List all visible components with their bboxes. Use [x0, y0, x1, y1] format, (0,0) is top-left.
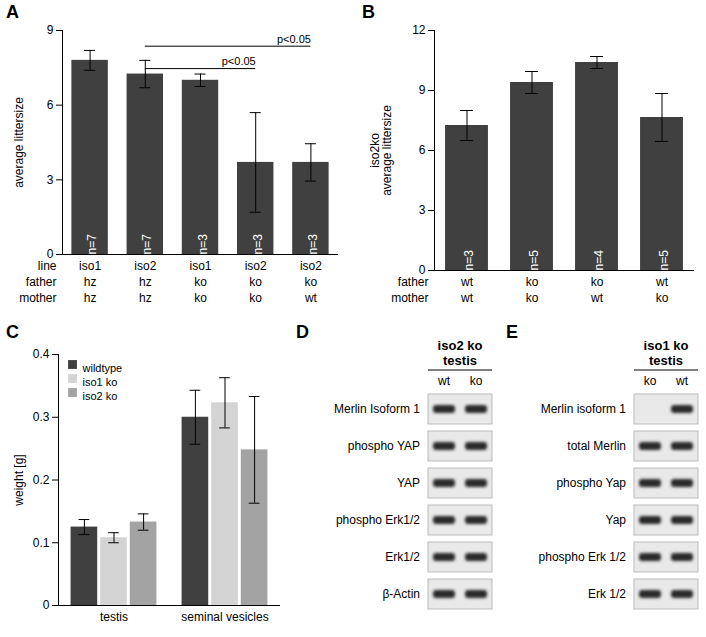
- svg-text:p<0.05: p<0.05: [222, 55, 256, 67]
- svg-text:3: 3: [47, 173, 54, 187]
- html-text:E: E: [506, 322, 518, 342]
- svg-text:testis: testis: [443, 353, 477, 368]
- svg-text:Merlin Isoform 1: Merlin Isoform 1: [334, 402, 420, 416]
- svg-text:0: 0: [46, 247, 54, 262]
- svg-text:ko: ko: [194, 291, 207, 305]
- svg-text:weight [g]: weight [g]: [12, 454, 26, 506]
- svg-text:6: 6: [419, 143, 426, 157]
- svg-text:ko: ko: [249, 275, 262, 289]
- svg-text:testis: testis: [649, 353, 683, 368]
- svg-text:iso2 ko: iso2 ko: [438, 338, 483, 353]
- svg-text:iso1 ko: iso1 ko: [644, 338, 689, 353]
- svg-text:iso1 ko: iso1 ko: [83, 376, 118, 388]
- svg-text:average littersize: average littersize: [12, 97, 26, 188]
- svg-text:6: 6: [47, 98, 54, 112]
- svg-text:n=5: n=5: [657, 250, 671, 271]
- svg-text:wt: wt: [437, 374, 451, 388]
- svg-text:YAP: YAP: [397, 476, 420, 490]
- svg-text:wt: wt: [460, 275, 474, 289]
- svg-text:12: 12: [412, 23, 426, 37]
- svg-text:Merlin isoform 1: Merlin isoform 1: [541, 402, 627, 416]
- svg-text:hz: hz: [84, 291, 97, 305]
- svg-text:iso1: iso1: [189, 259, 211, 273]
- svg-text:ko: ko: [591, 275, 604, 289]
- svg-text:hz: hz: [84, 275, 97, 289]
- svg-text:phospho Yap: phospho Yap: [556, 476, 626, 490]
- svg-text:phospho Erk1/2: phospho Erk1/2: [336, 513, 420, 527]
- svg-text:n=3: n=3: [306, 234, 320, 255]
- svg-text:0: 0: [418, 263, 426, 278]
- svg-text:father: father: [398, 275, 429, 289]
- svg-text:n=3: n=3: [462, 250, 476, 271]
- svg-text:n=3: n=3: [251, 234, 265, 255]
- svg-text:ko: ko: [526, 291, 539, 305]
- svg-text:testis: testis: [100, 610, 128, 624]
- svg-text:iso2koaverage littersize: iso2koaverage littersize: [368, 105, 394, 196]
- svg-text:hz: hz: [139, 275, 152, 289]
- svg-text:0.1: 0.1: [33, 536, 50, 550]
- html-text:A: A: [6, 2, 19, 22]
- svg-text:ko: ko: [656, 291, 669, 305]
- svg-text:iso2: iso2: [134, 259, 156, 273]
- svg-text:ko: ko: [526, 275, 539, 289]
- svg-text:p<0.05: p<0.05: [277, 33, 311, 45]
- html-text:C: C: [6, 322, 19, 342]
- svg-text:n=7: n=7: [85, 234, 99, 255]
- svg-text:Yap: Yap: [606, 513, 627, 527]
- svg-text:Erk 1/2: Erk 1/2: [588, 587, 626, 601]
- svg-text:wt: wt: [675, 374, 689, 388]
- svg-text:iso2: iso2: [300, 259, 322, 273]
- svg-text:ko: ko: [305, 275, 318, 289]
- svg-text:hz: hz: [139, 291, 152, 305]
- svg-text:iso2: iso2: [245, 259, 267, 273]
- svg-text:iso2 ko: iso2 ko: [83, 390, 118, 402]
- svg-text:0.4: 0.4: [33, 347, 50, 361]
- svg-text:ko: ko: [194, 275, 207, 289]
- svg-text:ko: ko: [249, 291, 262, 305]
- svg-text:seminal vesicles: seminal vesicles: [181, 610, 268, 624]
- svg-text:line: line: [38, 259, 57, 273]
- svg-text:ko: ko: [644, 374, 657, 388]
- svg-text:0.3: 0.3: [33, 410, 50, 424]
- svg-text:wt: wt: [590, 291, 604, 305]
- svg-text:β-Actin: β-Actin: [382, 587, 420, 601]
- svg-text:ko: ko: [470, 374, 483, 388]
- svg-text:0.2: 0.2: [33, 473, 50, 487]
- svg-text:n=3: n=3: [196, 234, 210, 255]
- svg-text:3: 3: [419, 203, 426, 217]
- svg-text:wt: wt: [460, 291, 474, 305]
- svg-text:phospho YAP: phospho YAP: [348, 439, 420, 453]
- svg-text:phospho Erk 1/2: phospho Erk 1/2: [539, 550, 627, 564]
- svg-text:mother: mother: [19, 291, 56, 305]
- svg-text:n=4: n=4: [592, 250, 606, 271]
- svg-text:0: 0: [43, 598, 50, 612]
- svg-text:9: 9: [419, 83, 426, 97]
- svg-text:n=5: n=5: [527, 250, 541, 271]
- svg-text:father: father: [26, 275, 57, 289]
- svg-text:iso1: iso1: [79, 259, 101, 273]
- svg-text:n=7: n=7: [140, 234, 154, 255]
- svg-text:wildtype: wildtype: [82, 362, 123, 374]
- html-text:D: D: [296, 322, 309, 342]
- svg-text:wt: wt: [655, 275, 669, 289]
- svg-text:wt: wt: [304, 291, 318, 305]
- svg-text:mother: mother: [391, 291, 428, 305]
- svg-text:9: 9: [47, 23, 54, 37]
- svg-text:Erk1/2: Erk1/2: [385, 550, 420, 564]
- svg-text:total Merlin: total Merlin: [567, 439, 626, 453]
- html-text:B: B: [362, 2, 375, 22]
